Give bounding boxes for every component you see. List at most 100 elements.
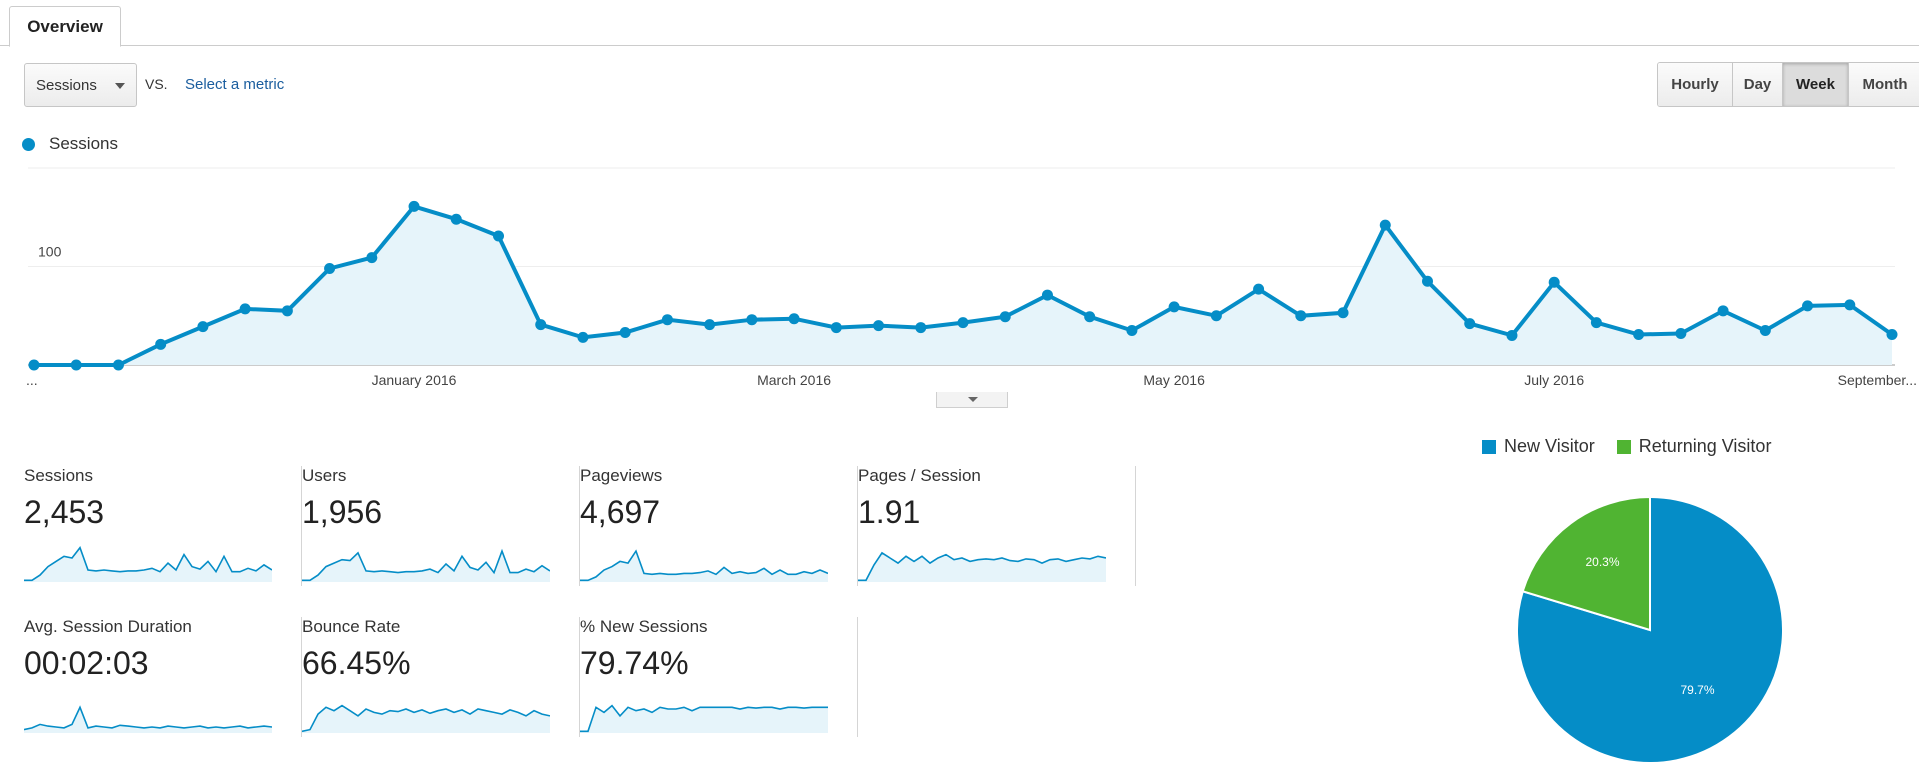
data-point[interactable] bbox=[577, 331, 589, 343]
data-point[interactable] bbox=[1422, 275, 1433, 287]
metric-sparkline bbox=[580, 704, 828, 733]
collapse-chart-handle[interactable] bbox=[936, 392, 1008, 408]
pie-legend-label: Returning Visitor bbox=[1638, 436, 1772, 456]
x-tick-label: July 2016 bbox=[1524, 372, 1584, 388]
data-point[interactable] bbox=[957, 317, 969, 329]
data-point[interactable] bbox=[1844, 299, 1856, 311]
x-tick-label: May 2016 bbox=[1143, 372, 1205, 388]
tab-overview[interactable]: Overview bbox=[9, 6, 121, 47]
metric-sparkline bbox=[24, 705, 272, 733]
metric-value: 1.91 bbox=[858, 494, 921, 530]
data-point[interactable] bbox=[746, 314, 758, 326]
pie-legend-label: New Visitor bbox=[1504, 436, 1595, 456]
metric-sparkline bbox=[580, 549, 828, 582]
data-point[interactable] bbox=[1802, 300, 1814, 312]
metric-label: Avg. Session Duration bbox=[24, 617, 192, 636]
data-point[interactable] bbox=[1548, 276, 1560, 288]
data-point[interactable] bbox=[408, 200, 420, 212]
metric-value: 66.45% bbox=[302, 645, 411, 681]
data-point[interactable] bbox=[830, 322, 842, 334]
data-point[interactable] bbox=[1379, 219, 1391, 231]
data-point[interactable] bbox=[1210, 310, 1222, 322]
data-point[interactable] bbox=[1590, 317, 1602, 329]
metric-label: Sessions bbox=[24, 466, 93, 485]
data-point[interactable] bbox=[1337, 307, 1349, 319]
data-point[interactable] bbox=[535, 319, 547, 331]
pie-legend-new-visitor[interactable]: New Visitor bbox=[1482, 436, 1595, 457]
data-point[interactable] bbox=[281, 305, 293, 317]
x-tick-label: January 2016 bbox=[372, 372, 457, 388]
granularity-month-button[interactable]: Month bbox=[1848, 63, 1919, 106]
x-tick-label: September... bbox=[1838, 372, 1917, 388]
granularity-hourly-button[interactable]: Hourly bbox=[1658, 63, 1732, 106]
data-point[interactable] bbox=[197, 321, 209, 333]
data-point[interactable] bbox=[1464, 318, 1476, 330]
data-point[interactable] bbox=[1126, 325, 1138, 337]
data-point[interactable] bbox=[112, 359, 124, 371]
data-point[interactable] bbox=[239, 303, 251, 315]
pie-slice[interactable] bbox=[1521, 495, 1651, 632]
x-tick-label: March 2016 bbox=[757, 372, 831, 388]
metric-card[interactable]: Bounce Rate 66.45% bbox=[302, 617, 580, 737]
select-metric-link[interactable]: Select a metric bbox=[185, 76, 285, 93]
metric-card[interactable]: Users 1,956 bbox=[302, 466, 580, 586]
metric-card[interactable]: % New Sessions 79.74% bbox=[580, 617, 858, 737]
y-tick-label: 200 bbox=[38, 160, 62, 161]
vs-label: VS. bbox=[145, 76, 168, 92]
data-point[interactable] bbox=[1295, 310, 1307, 322]
data-point[interactable] bbox=[493, 230, 504, 242]
granularity-week-button[interactable]: Week bbox=[1782, 63, 1848, 106]
metric-card[interactable]: Sessions 2,453 bbox=[24, 466, 302, 586]
metric-label: Pages / Session bbox=[858, 466, 981, 485]
data-point[interactable] bbox=[1675, 327, 1687, 339]
data-point[interactable] bbox=[1886, 328, 1898, 340]
data-point[interactable] bbox=[661, 314, 673, 326]
chevron-down-icon bbox=[968, 397, 978, 402]
data-point[interactable] bbox=[1633, 328, 1645, 340]
data-point[interactable] bbox=[915, 322, 927, 334]
y-axis-ticks: 100 200 bbox=[38, 160, 62, 260]
metric-value: 4,697 bbox=[580, 494, 661, 530]
data-point[interactable] bbox=[366, 252, 378, 264]
x-axis-ticks: ... January 2016 March 2016 May 2016 July 20… bbox=[26, 372, 1917, 388]
metric-sparkline bbox=[302, 704, 550, 733]
data-point[interactable] bbox=[1506, 329, 1518, 341]
metric-select-value: Sessions bbox=[36, 76, 97, 94]
metric-label: Bounce Rate bbox=[302, 617, 401, 636]
data-point[interactable] bbox=[450, 213, 462, 225]
pie-legend-returning-visitor[interactable]: Returning Visitor bbox=[1616, 436, 1772, 457]
data-point[interactable] bbox=[324, 262, 336, 274]
legend-swatch-icon bbox=[1482, 439, 1496, 454]
data-point[interactable] bbox=[619, 326, 631, 338]
x-tick-label: ... bbox=[26, 372, 38, 388]
metric-card[interactable]: Pageviews 4,697 bbox=[580, 466, 858, 586]
data-point[interactable] bbox=[70, 359, 82, 371]
legend-dot-icon bbox=[22, 137, 35, 151]
metric-label: Users bbox=[302, 466, 347, 485]
data-point[interactable] bbox=[999, 311, 1011, 323]
visitor-pie-chart[interactable]: 79.7% 20.3% bbox=[1500, 480, 1800, 780]
sessions-line-chart[interactable]: 100 200 ... January 2016 March 2016 May 2016… bbox=[0, 160, 1919, 390]
data-point[interactable] bbox=[1084, 311, 1096, 323]
data-point[interactable] bbox=[704, 319, 716, 331]
metric-sparkline bbox=[302, 548, 550, 582]
legend-swatch-icon bbox=[1616, 439, 1631, 454]
data-point[interactable] bbox=[1253, 283, 1265, 295]
caret-down-icon bbox=[115, 83, 125, 89]
data-point[interactable] bbox=[788, 313, 800, 325]
y-tick-label: 100 bbox=[38, 244, 62, 260]
chart-legend[interactable]: Sessions bbox=[22, 134, 118, 154]
data-point[interactable] bbox=[1717, 305, 1729, 317]
data-point[interactable] bbox=[1041, 289, 1053, 301]
data-point[interactable] bbox=[1759, 325, 1771, 337]
data-point[interactable] bbox=[28, 359, 40, 371]
data-point[interactable] bbox=[155, 338, 167, 350]
metric-card[interactable]: Avg. Session Duration 00:02:03 bbox=[24, 617, 302, 737]
metric-card[interactable]: Pages / Session 1.91 bbox=[858, 466, 1136, 586]
sessions-area bbox=[34, 206, 1892, 365]
granularity-day-button[interactable]: Day bbox=[1732, 63, 1782, 106]
metric-label: % New Sessions bbox=[580, 617, 708, 636]
data-point[interactable] bbox=[1168, 301, 1180, 313]
metric-select[interactable]: Sessions bbox=[24, 63, 137, 107]
data-point[interactable] bbox=[873, 320, 885, 332]
